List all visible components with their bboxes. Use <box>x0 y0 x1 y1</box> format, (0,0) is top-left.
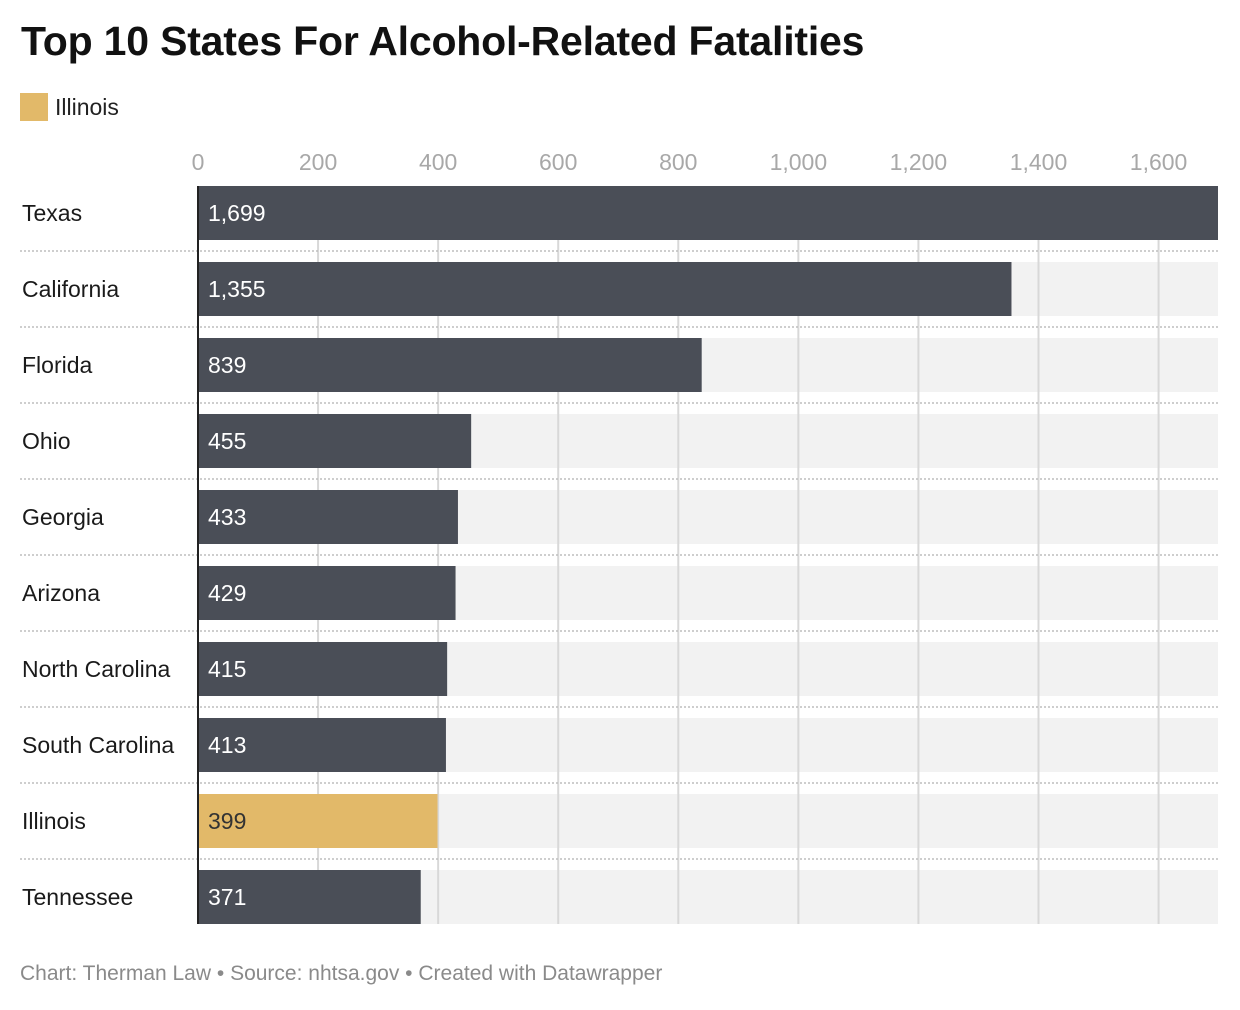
footer-source: Source: nhtsa.gov <box>230 962 400 985</box>
legend-label: Illinois <box>55 93 119 120</box>
category-label: Ohio <box>22 428 71 454</box>
category-label: Florida <box>22 352 93 378</box>
bar <box>198 490 458 544</box>
value-label: 433 <box>208 504 246 530</box>
bar <box>198 262 1012 316</box>
x-tick-label: 1,200 <box>890 149 948 175</box>
value-label: 839 <box>208 352 246 378</box>
bar-chart: 0 200 400 600 800 1,000 1,200 1,400 1,600 Texas 1,… <box>20 149 1218 924</box>
value-label: 399 <box>208 808 246 834</box>
legend: Illinois <box>20 93 119 121</box>
bar <box>198 414 472 468</box>
category-label: Arizona <box>22 580 100 606</box>
bar <box>198 870 421 924</box>
bar <box>198 566 456 620</box>
footer-credit: Chart: Therman Law <box>20 962 212 985</box>
category-label: Georgia <box>22 504 104 530</box>
x-tick-label: 600 <box>539 149 577 175</box>
bar <box>198 794 438 848</box>
value-label: 429 <box>208 580 246 606</box>
chart-footer: Chart: Therman Law • Source: nhtsa.gov •… <box>20 962 662 986</box>
bar <box>198 186 1218 240</box>
x-tick-label: 1,600 <box>1130 149 1188 175</box>
category-label: North Carolina <box>22 656 170 682</box>
x-tick-label: 800 <box>659 149 697 175</box>
category-label: Illinois <box>22 808 86 834</box>
x-tick-label: 1,000 <box>770 149 828 175</box>
category-label: California <box>22 276 119 302</box>
footer-separator: • <box>399 962 419 985</box>
chart-title: Top 10 States For Alcohol-Related Fatali… <box>21 18 865 64</box>
value-label: 455 <box>208 428 246 454</box>
bar <box>198 642 448 696</box>
footer-tool: Created with Datawrapper <box>418 962 663 985</box>
x-tick-label: 1,400 <box>1010 149 1068 175</box>
value-label: 371 <box>208 884 246 910</box>
x-tick-label: 400 <box>419 149 457 175</box>
bar <box>198 338 702 392</box>
legend-swatch <box>20 93 48 121</box>
value-label: 415 <box>208 656 246 682</box>
x-tick-label: 0 <box>192 149 205 175</box>
value-label: 1,699 <box>208 200 266 226</box>
value-label: 413 <box>208 732 246 758</box>
footer-separator: • <box>211 962 231 985</box>
x-tick-label: 200 <box>299 149 337 175</box>
category-label: Tennessee <box>22 884 133 910</box>
bar <box>198 718 446 772</box>
category-label: South Carolina <box>22 732 174 758</box>
category-label: Texas <box>22 200 82 226</box>
value-label: 1,355 <box>208 276 266 302</box>
